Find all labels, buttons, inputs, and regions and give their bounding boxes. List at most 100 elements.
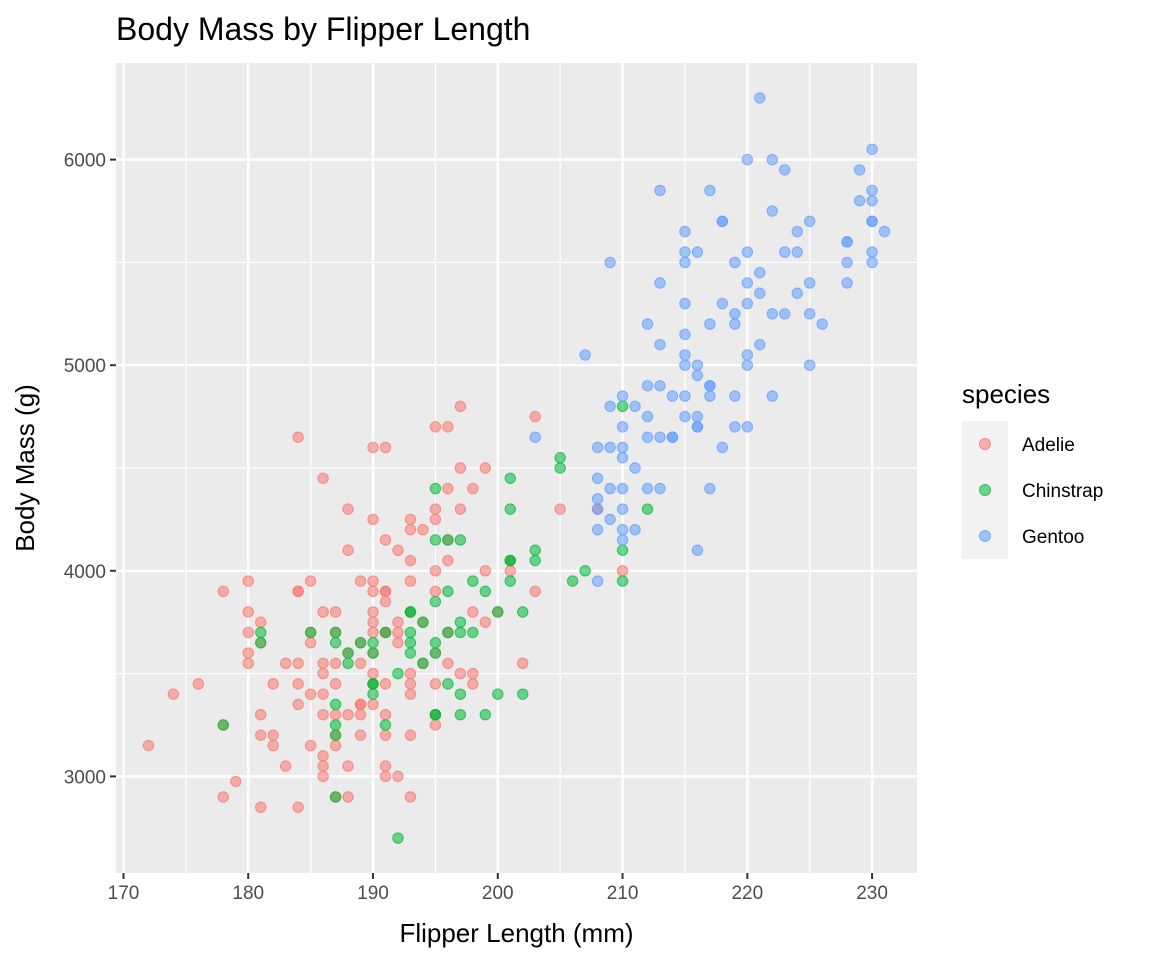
point-adelie [367, 606, 379, 618]
point-gentoo [691, 421, 704, 433]
point-chinstrap [404, 637, 417, 649]
x-axis: 170 180 190 200 210 220 230 [108, 873, 888, 904]
point-adelie [329, 709, 342, 721]
point-gentoo [779, 308, 791, 320]
point-adelie [379, 441, 392, 454]
point-chinstrap [329, 637, 342, 649]
point-gentoo [741, 421, 754, 433]
point-adelie [479, 616, 492, 628]
point-gentoo [866, 143, 878, 156]
point-gentoo [716, 441, 729, 454]
point-adelie [242, 606, 254, 618]
point-gentoo [841, 236, 853, 248]
point-adelie [367, 513, 379, 526]
point-adelie [304, 688, 317, 700]
x-tick-label: 230 [856, 883, 888, 904]
point-gentoo [654, 482, 666, 495]
point-adelie [292, 801, 304, 813]
point-adelie [429, 678, 442, 690]
point-adelie [404, 523, 417, 536]
point-gentoo [741, 246, 754, 258]
point-gentoo [804, 277, 816, 289]
point-gentoo [704, 184, 716, 197]
point-adelie [554, 503, 566, 515]
legend-label-adelie: Adelie [1022, 435, 1075, 456]
point-adelie [454, 503, 467, 515]
point-adelie [317, 770, 329, 783]
point-gentoo [604, 400, 616, 413]
point-adelie [442, 482, 454, 495]
point-adelie [517, 657, 529, 670]
point-gentoo [591, 472, 604, 484]
point-chinstrap [442, 626, 454, 639]
point-gentoo [804, 359, 816, 371]
point-gentoo [729, 256, 741, 269]
point-adelie [367, 441, 379, 454]
point-chinstrap [329, 729, 342, 741]
point-adelie [255, 709, 267, 721]
y-tick-label: 6000 [64, 151, 106, 172]
point-gentoo [691, 359, 704, 371]
point-gentoo [654, 277, 666, 289]
point-adelie [392, 637, 404, 649]
point-gentoo [641, 410, 654, 423]
point-adelie [367, 698, 379, 711]
y-tick-label: 4000 [64, 562, 106, 583]
point-adelie [242, 626, 254, 639]
x-tick-label: 180 [232, 883, 264, 904]
point-chinstrap [517, 606, 529, 618]
point-adelie [317, 657, 329, 670]
point-adelie [404, 791, 417, 803]
point-gentoo [591, 523, 604, 536]
point-gentoo [591, 575, 604, 587]
point-gentoo [641, 482, 654, 495]
point-adelie [379, 709, 392, 721]
point-adelie [442, 657, 454, 670]
point-chinstrap [554, 452, 566, 464]
point-gentoo [704, 380, 716, 392]
point-gentoo [866, 195, 878, 207]
point-adelie [267, 678, 279, 690]
point-gentoo [779, 164, 791, 176]
point-chinstrap [392, 832, 404, 844]
x-tick-label: 190 [357, 883, 389, 904]
point-adelie [329, 657, 342, 670]
point-adelie [354, 698, 367, 711]
point-gentoo [641, 318, 654, 330]
point-gentoo [853, 164, 866, 176]
point-gentoo [629, 523, 641, 536]
point-adelie [292, 678, 304, 690]
point-adelie [167, 688, 180, 700]
point-gentoo [853, 195, 866, 207]
point-chinstrap [379, 626, 392, 639]
point-chinstrap [379, 719, 392, 731]
point-chinstrap [429, 482, 442, 495]
point-adelie [342, 791, 354, 803]
point-chinstrap [492, 688, 504, 700]
data-points [142, 92, 891, 844]
point-chinstrap [504, 503, 516, 515]
point-adelie [404, 554, 417, 567]
point-adelie [429, 513, 442, 526]
point-adelie [255, 801, 267, 813]
point-adelie [230, 775, 242, 788]
point-chinstrap [304, 626, 317, 639]
point-adelie [317, 688, 329, 700]
point-gentoo [704, 390, 716, 402]
point-adelie [242, 647, 254, 659]
legend-key-adelie [979, 438, 991, 450]
point-gentoo [679, 297, 691, 310]
point-adelie [529, 410, 541, 423]
point-gentoo [654, 380, 666, 392]
point-gentoo [691, 246, 704, 258]
point-adelie [354, 729, 367, 741]
point-chinstrap [479, 709, 492, 721]
point-gentoo [841, 256, 853, 269]
point-chinstrap [404, 647, 417, 659]
point-gentoo [729, 318, 741, 330]
point-chinstrap [554, 462, 566, 474]
point-gentoo [654, 184, 666, 197]
point-gentoo [591, 503, 604, 515]
point-adelie [379, 760, 392, 772]
point-adelie [442, 421, 454, 433]
